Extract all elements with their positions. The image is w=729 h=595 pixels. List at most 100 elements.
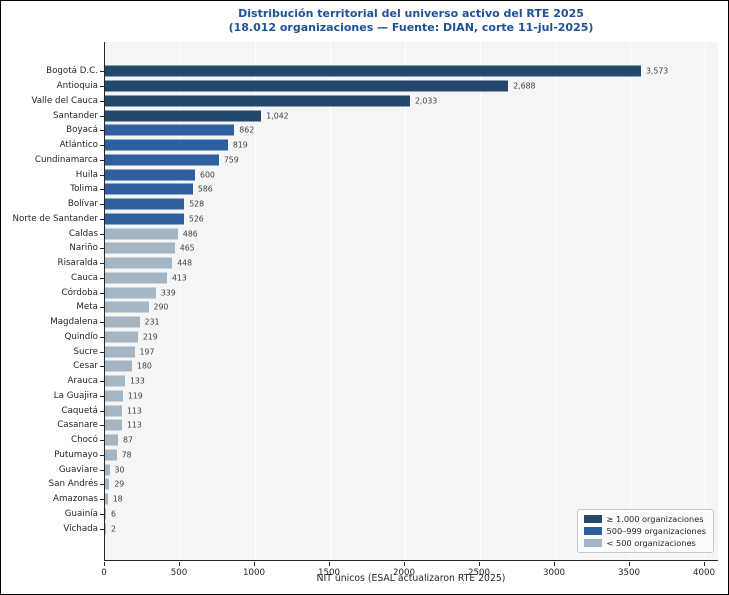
bar: [105, 449, 117, 461]
category-label: Guaviare: [58, 464, 98, 475]
bar: [105, 139, 228, 151]
y-tick-mark: [100, 513, 104, 515]
bar: [105, 287, 156, 299]
x-tick-mark: [104, 562, 105, 566]
gridline: [480, 42, 481, 560]
y-tick-mark: [100, 381, 104, 383]
x-tick-mark: [329, 562, 330, 566]
bar-row: Putumayo 78: [54, 448, 718, 463]
category-label: Tolima: [70, 184, 98, 195]
value-label: 2,688: [513, 81, 536, 91]
bar: [105, 434, 119, 446]
y-tick-mark: [100, 366, 104, 368]
bar: [105, 95, 410, 107]
value-label: 448: [177, 258, 193, 268]
legend: ≥ 1.000 organizaciones 500–999 organizaci…: [576, 509, 714, 553]
x-tick-mark: [704, 562, 705, 566]
value-label: 339: [160, 288, 176, 298]
category-label: Nariño: [69, 243, 98, 254]
bar-row: San Andrés 29: [49, 477, 718, 492]
legend-entry: < 500 organizaciones: [583, 538, 706, 548]
value-label: 3,573: [645, 66, 669, 76]
bar-row: Amazonas 18: [53, 492, 718, 507]
bar: [105, 272, 167, 284]
category-label: Antioquia: [56, 81, 98, 92]
y-tick-mark: [100, 454, 104, 456]
value-label: 465: [179, 243, 195, 253]
bar-row: Bolívar 528: [68, 197, 718, 212]
value-label: 119: [127, 391, 143, 401]
category-label: Magdalena: [50, 317, 98, 328]
bar-row: Magdalena 231: [50, 315, 718, 330]
bar-row: Casanare 113: [57, 418, 718, 433]
bar: [105, 331, 138, 343]
gridline: [630, 42, 631, 560]
value-label: 586: [197, 184, 213, 194]
x-tick-label: 2500: [467, 568, 491, 578]
category-label: Putumayo: [54, 449, 98, 460]
bar: [105, 213, 184, 225]
y-tick-mark: [100, 86, 104, 88]
bar: [105, 375, 125, 387]
x-tick-mark: [629, 562, 630, 566]
x-tick-label: 1500: [317, 568, 341, 578]
bar: [105, 242, 175, 254]
x-tick-mark: [179, 562, 180, 566]
bar-row: Bogotá D.C. 3,573: [46, 64, 718, 79]
category-label: Amazonas: [53, 494, 98, 505]
value-label: 78: [121, 450, 132, 460]
bar-row: Valle del Cauca 2,033: [31, 94, 718, 109]
bar: [105, 65, 641, 77]
category-label: Cesar: [73, 361, 98, 372]
bar: [105, 464, 110, 476]
value-label: 2,033: [414, 96, 438, 106]
y-tick-mark: [100, 440, 104, 442]
bar-row: La Guajira 119: [54, 389, 718, 404]
x-tick-label: 3000: [542, 568, 566, 578]
category-label: Meta: [76, 302, 98, 313]
category-label: Cundinamarca: [34, 154, 98, 165]
bar-row: Meta 290: [76, 300, 718, 315]
chart-subtitle: (18.012 organizaciones — Fuente: DIAN, c…: [228, 21, 594, 34]
value-label: 180: [137, 361, 152, 371]
value-label: 1,042: [266, 111, 289, 121]
bar-row: Santander 1,042: [53, 108, 718, 123]
category-label: Casanare: [57, 420, 98, 431]
y-tick-mark: [100, 100, 104, 102]
bar-row: Arauca 133: [68, 374, 718, 389]
legend-label: < 500 organizaciones: [606, 538, 696, 548]
y-tick-mark: [100, 425, 104, 427]
bar-row: Norte de Santander 526: [12, 212, 718, 227]
category-label: Córdoba: [61, 287, 98, 298]
value-label: 133: [129, 376, 145, 386]
category-label: Bogotá D.C.: [46, 66, 98, 77]
bar-row: Guainía 6: [65, 507, 718, 522]
y-tick-mark: [100, 130, 104, 132]
category-label: Santander: [52, 110, 98, 121]
y-tick-mark: [100, 351, 104, 353]
x-axis-label: NIT únicos (ESAL actualizaron RTE 2025): [316, 573, 506, 584]
chart-title: Distribución territorial del universo ac…: [238, 7, 584, 20]
bar-row: Chocó 87: [71, 433, 718, 448]
y-tick-mark: [100, 189, 104, 191]
y-tick-mark: [100, 248, 104, 250]
y-tick-mark: [100, 159, 104, 161]
y-tick-mark: [100, 204, 104, 206]
x-tick-label: 0: [101, 568, 107, 578]
bar: [105, 301, 149, 313]
bar-rows: Bogotá D.C. 3,573 Antioquia 2,688 Valle del …: [12, 64, 718, 536]
bar: [105, 523, 106, 535]
bar-row: Caquetá 113: [62, 403, 718, 418]
category-label: Huila: [75, 169, 98, 180]
y-tick-mark: [100, 307, 104, 309]
bar-row: Antioquia 2,688: [57, 79, 718, 94]
category-label: Bolívar: [67, 199, 98, 210]
y-tick-mark: [100, 499, 104, 501]
bar: [105, 419, 122, 431]
x-tick-label: 1000: [242, 568, 266, 578]
legend-entry: ≥ 1.000 organizaciones: [583, 514, 706, 524]
bar: [105, 183, 193, 195]
bar-row: Cundinamarca 759: [35, 153, 718, 168]
x-tick-mark: [254, 562, 255, 566]
